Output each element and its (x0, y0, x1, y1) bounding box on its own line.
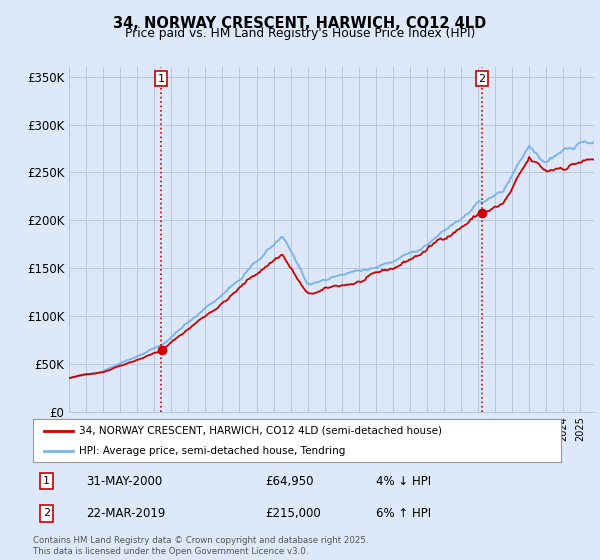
Text: 31-MAY-2000: 31-MAY-2000 (86, 475, 162, 488)
Text: £215,000: £215,000 (265, 507, 321, 520)
Text: 2: 2 (478, 74, 485, 83)
Text: 34, NORWAY CRESCENT, HARWICH, CO12 4LD (semi-detached house): 34, NORWAY CRESCENT, HARWICH, CO12 4LD (… (79, 426, 442, 436)
Text: 4% ↓ HPI: 4% ↓ HPI (376, 475, 431, 488)
Text: 1: 1 (43, 476, 50, 486)
Text: 2: 2 (43, 508, 50, 519)
Text: 34, NORWAY CRESCENT, HARWICH, CO12 4LD: 34, NORWAY CRESCENT, HARWICH, CO12 4LD (113, 16, 487, 31)
Text: 1: 1 (158, 74, 165, 83)
Text: Contains HM Land Registry data © Crown copyright and database right 2025.
This d: Contains HM Land Registry data © Crown c… (33, 536, 368, 556)
Text: 6% ↑ HPI: 6% ↑ HPI (376, 507, 431, 520)
Text: HPI: Average price, semi-detached house, Tendring: HPI: Average price, semi-detached house,… (79, 446, 346, 456)
Text: £64,950: £64,950 (265, 475, 314, 488)
Text: 22-MAR-2019: 22-MAR-2019 (86, 507, 165, 520)
Text: Price paid vs. HM Land Registry's House Price Index (HPI): Price paid vs. HM Land Registry's House … (125, 27, 475, 40)
